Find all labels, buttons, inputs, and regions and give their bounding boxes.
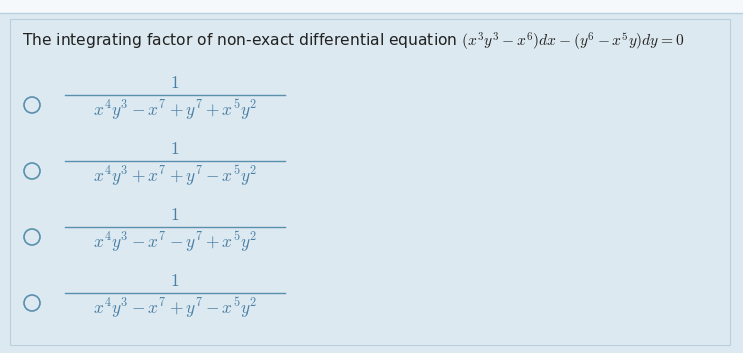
Text: $1$: $1$ [170,140,180,158]
Bar [0,0,743,13]
Text: The integrating factor of non-exact differential equation $(x^3y^3 - x^6)dx - (y: The integrating factor of non-exact diff… [22,31,684,53]
Text: $x^4y^3 - x^7 + y^7 + x^5y^2$: $x^4y^3 - x^7 + y^7 + x^5y^2$ [93,98,257,122]
Text: $x^4y^3 - x^7 - y^7 + x^5y^2$: $x^4y^3 - x^7 - y^7 + x^5y^2$ [93,230,257,255]
Text: $x^4y^3 + x^7 + y^7 - x^5y^2$: $x^4y^3 + x^7 + y^7 - x^5y^2$ [93,164,257,189]
FancyBboxPatch shape [10,19,730,345]
Text: $1$: $1$ [170,206,180,224]
Text: $x^4y^3 - x^7 + y^7 - x^5y^2$: $x^4y^3 - x^7 + y^7 - x^5y^2$ [93,296,257,321]
Text: $1$: $1$ [170,272,180,290]
Text: $1$: $1$ [170,74,180,92]
